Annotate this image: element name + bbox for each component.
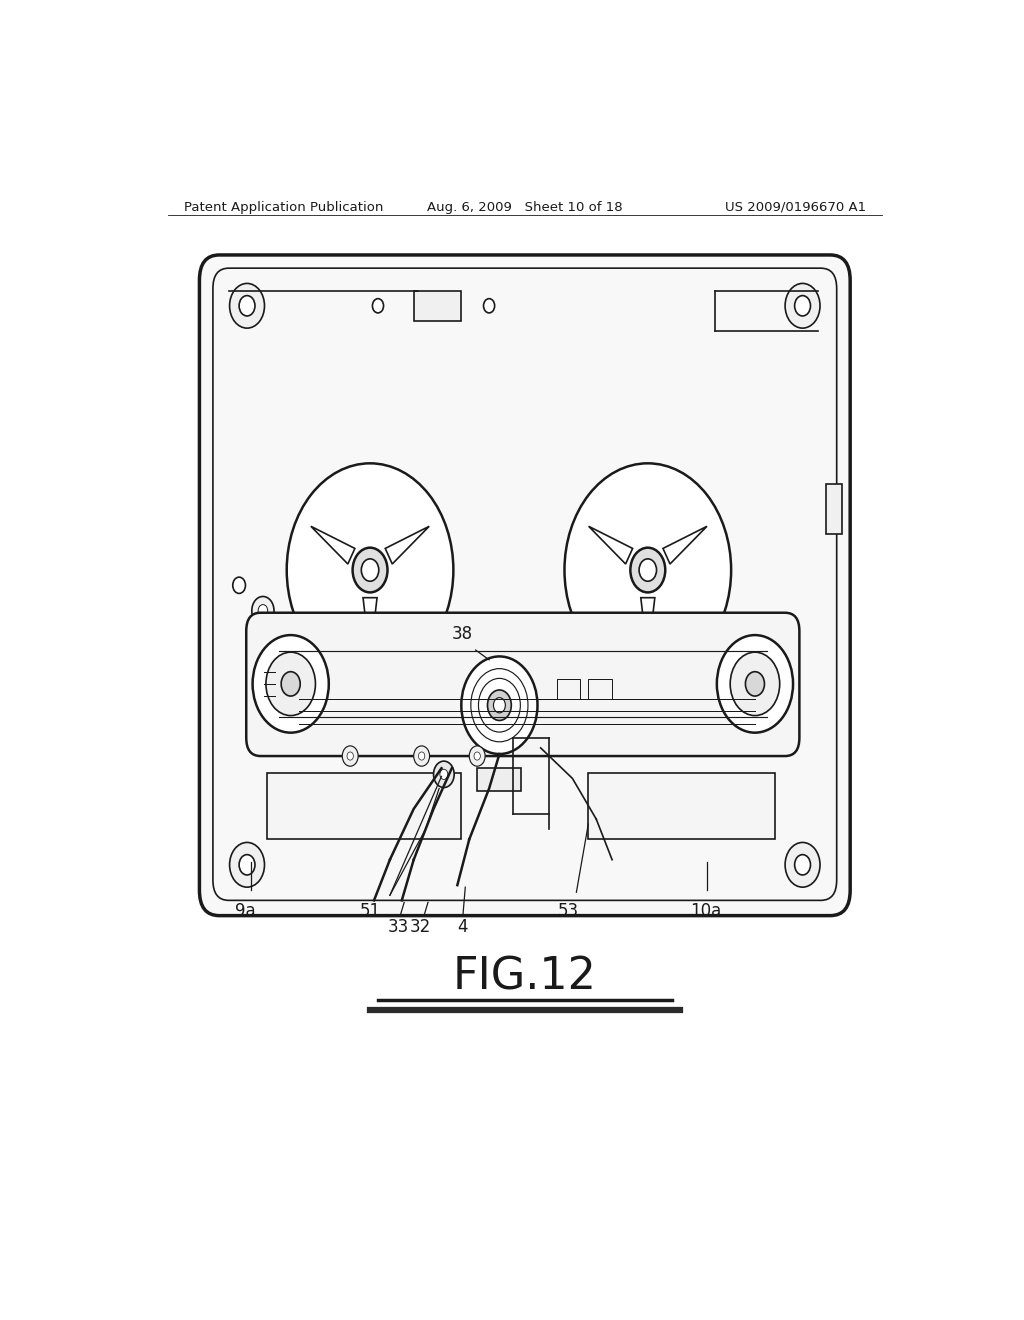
Circle shape	[564, 463, 731, 677]
Circle shape	[347, 752, 353, 760]
Circle shape	[319, 597, 341, 624]
Text: Aug. 6, 2009   Sheet 10 of 18: Aug. 6, 2009 Sheet 10 of 18	[427, 201, 623, 214]
Text: US 2009/0196670 A1: US 2009/0196670 A1	[725, 201, 866, 214]
Circle shape	[483, 298, 495, 313]
Polygon shape	[589, 527, 633, 564]
Circle shape	[419, 752, 425, 760]
Text: Patent Application Publication: Patent Application Publication	[183, 201, 383, 214]
Circle shape	[494, 697, 506, 713]
Circle shape	[469, 746, 485, 766]
Polygon shape	[641, 598, 654, 657]
FancyBboxPatch shape	[246, 612, 800, 756]
Circle shape	[373, 298, 384, 313]
Bar	[826, 483, 842, 535]
Text: 53: 53	[558, 903, 579, 920]
Circle shape	[631, 548, 666, 593]
Text: 4: 4	[458, 917, 468, 936]
Circle shape	[795, 296, 811, 315]
Circle shape	[639, 558, 656, 581]
Circle shape	[730, 652, 779, 715]
Circle shape	[361, 558, 379, 581]
Circle shape	[282, 672, 300, 696]
Polygon shape	[364, 598, 377, 657]
Polygon shape	[311, 527, 355, 564]
Circle shape	[433, 762, 455, 788]
Text: 9a: 9a	[236, 903, 256, 920]
Circle shape	[414, 746, 430, 766]
Text: 32: 32	[410, 917, 431, 936]
Bar	[477, 768, 521, 791]
Circle shape	[795, 854, 811, 875]
Circle shape	[785, 842, 820, 887]
Circle shape	[287, 463, 454, 677]
Text: 10a: 10a	[690, 903, 721, 920]
Circle shape	[785, 284, 820, 329]
Circle shape	[240, 296, 255, 315]
Circle shape	[232, 577, 246, 594]
Circle shape	[440, 770, 447, 779]
FancyBboxPatch shape	[200, 255, 850, 916]
Text: FIG.12: FIG.12	[453, 956, 597, 998]
Circle shape	[717, 635, 793, 733]
Bar	[414, 290, 461, 321]
Polygon shape	[385, 527, 429, 564]
Circle shape	[229, 284, 264, 329]
Circle shape	[253, 635, 329, 733]
Text: 33: 33	[387, 917, 409, 936]
Circle shape	[745, 672, 765, 696]
Circle shape	[474, 752, 480, 760]
Bar	[557, 678, 581, 700]
Bar	[588, 678, 612, 700]
Circle shape	[252, 597, 274, 624]
Circle shape	[266, 652, 315, 715]
Circle shape	[240, 854, 255, 875]
Circle shape	[352, 548, 387, 593]
Polygon shape	[663, 527, 707, 564]
Text: 51: 51	[359, 903, 381, 920]
Circle shape	[258, 605, 267, 616]
Bar	[267, 774, 461, 840]
Circle shape	[326, 605, 335, 616]
Text: 38: 38	[452, 626, 473, 643]
Circle shape	[229, 842, 264, 887]
Bar	[588, 774, 775, 840]
Circle shape	[342, 746, 358, 766]
Circle shape	[487, 690, 511, 721]
Circle shape	[461, 656, 538, 754]
